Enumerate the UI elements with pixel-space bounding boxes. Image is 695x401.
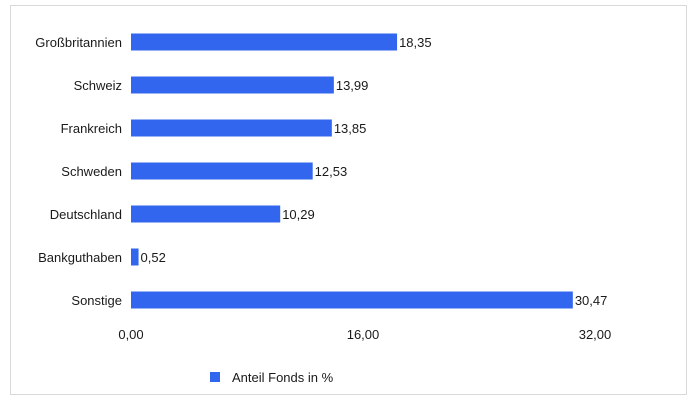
category-label: Frankreich <box>61 121 122 136</box>
legend-label: Anteil Fonds in % <box>232 370 334 385</box>
bar-value-label: 18,35 <box>399 35 432 50</box>
bar-value-label: 10,29 <box>282 207 315 222</box>
category-labels: Großbritannien Schweiz Frankreich Schweden D… <box>35 35 122 308</box>
bar <box>131 291 573 309</box>
x-tick-label: 32,00 <box>579 327 612 342</box>
category-label: Großbritannien <box>35 35 122 50</box>
bar <box>131 119 332 137</box>
x-axis-tick-labels: 0,00 16,00 32,00 <box>118 327 611 342</box>
x-tick-label: 0,00 <box>118 327 143 342</box>
category-label: Bankguthaben <box>38 250 122 265</box>
category-label: Schweiz <box>74 78 122 93</box>
legend: Anteil Fonds in % <box>210 370 334 385</box>
value-labels: 18,35 13,99 13,85 12,53 10,29 0,52 30,47 <box>141 35 608 308</box>
bar-value-label: 12,53 <box>315 164 348 179</box>
bar-value-label: 13,85 <box>334 121 367 136</box>
chart-frame <box>10 5 687 395</box>
bars <box>131 33 573 309</box>
bar <box>131 162 313 180</box>
bar <box>131 205 281 223</box>
category-label: Schweden <box>61 164 122 179</box>
bar-value-label: 13,99 <box>336 78 369 93</box>
bar <box>131 248 139 266</box>
category-label: Sonstige <box>71 293 122 308</box>
legend-swatch <box>210 372 220 382</box>
bar <box>131 76 334 94</box>
category-label: Deutschland <box>50 207 122 222</box>
x-tick-label: 16,00 <box>347 327 380 342</box>
bar-value-label: 0,52 <box>141 250 166 265</box>
bar <box>131 33 398 51</box>
bar-value-label: 30,47 <box>575 293 608 308</box>
